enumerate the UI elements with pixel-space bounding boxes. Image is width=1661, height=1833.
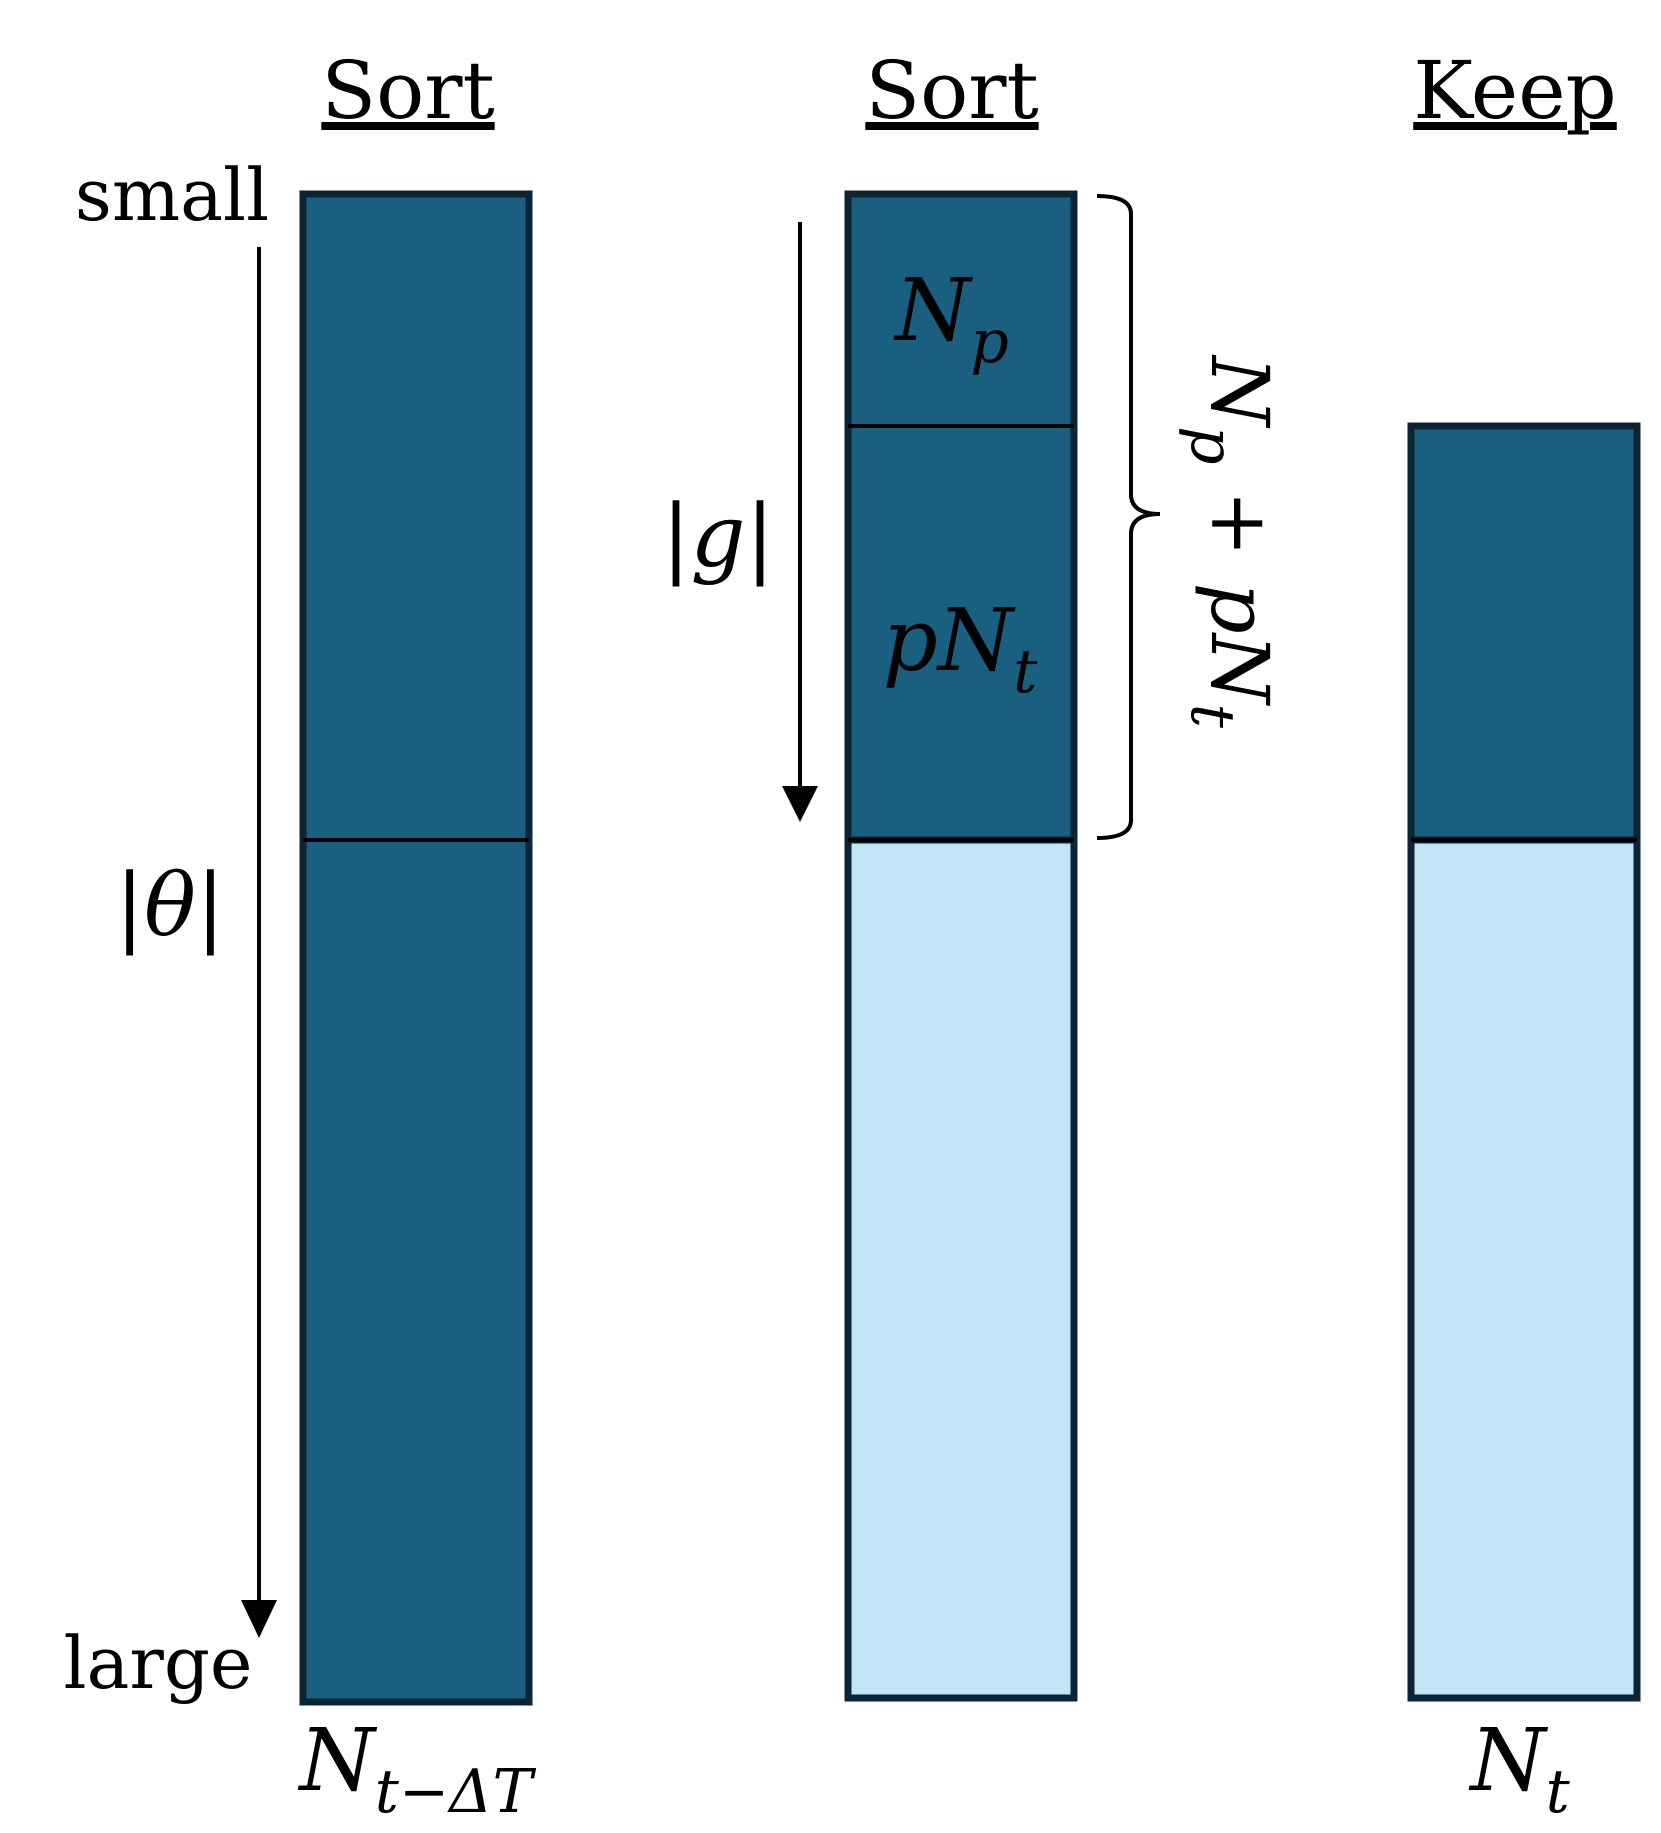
column2-pnt-prefix: p	[883, 591, 938, 691]
column2-pnt-label: pNt	[883, 591, 1038, 707]
brace-label-group: Np + pNt	[1177, 354, 1286, 729]
column1-count-base: N	[298, 1711, 378, 1811]
column2-pnt-sub: t	[1013, 637, 1038, 707]
header-keep: Keep	[1413, 44, 1617, 137]
g-open-bar: |	[661, 487, 690, 587]
column3-count-sub: t	[1546, 1757, 1571, 1827]
theta-open-bar: |	[115, 856, 144, 956]
header-sort-1: Sort	[321, 44, 494, 137]
g-label: |g|	[661, 487, 774, 587]
g-close-bar: |	[746, 487, 775, 587]
column3-light-segment	[1407, 836, 1641, 1702]
column2-np-sub: p	[970, 307, 1008, 377]
brace-label: Np + pNt	[1177, 354, 1286, 729]
column2-np-label: Np	[893, 261, 1009, 377]
brace-pnt-prefix: p	[1193, 582, 1286, 633]
brace-pnt-base: N	[1193, 632, 1286, 707]
brace-plus: +	[1193, 465, 1286, 583]
axis-small-label: small	[75, 153, 269, 237]
column1-count-label: Nt−ΔT	[298, 1711, 537, 1827]
axis-large-label: large	[63, 1621, 252, 1705]
column2-dark-segment	[844, 190, 1078, 844]
theta-arrow-head	[241, 1600, 277, 1638]
column2-light-segment	[844, 836, 1078, 1702]
brace-pnt-sub: t	[1177, 704, 1247, 729]
theta-label: |θ|	[115, 856, 225, 956]
g-arrow-head	[782, 786, 818, 822]
theta-symbol: θ	[144, 856, 196, 956]
column3-dark-segment	[1407, 422, 1641, 844]
column3-count-label: Nt	[1468, 1711, 1570, 1827]
theta-close-bar: |	[196, 856, 225, 956]
selection-brace	[1096, 194, 1161, 840]
column1-count-sub: t−ΔT	[375, 1757, 537, 1827]
column2-pnt-base: N	[936, 591, 1016, 691]
column2-np-base: N	[893, 261, 973, 361]
g-symbol: g	[690, 487, 745, 587]
brace-np-base: N	[1193, 354, 1286, 429]
brace-np-sub: p	[1177, 426, 1247, 464]
header-sort-2: Sort	[865, 44, 1038, 137]
column1-bar	[299, 190, 533, 1706]
column3-count-base: N	[1468, 1711, 1548, 1811]
